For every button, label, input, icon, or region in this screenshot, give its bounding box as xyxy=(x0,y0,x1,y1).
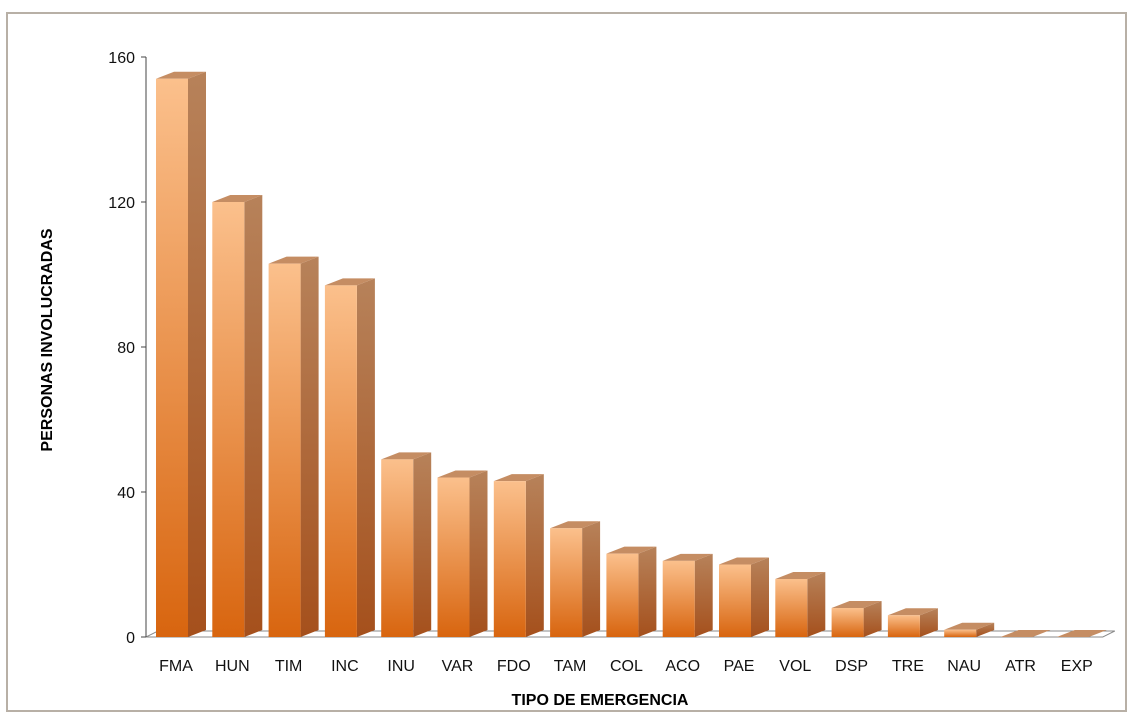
bar-fdo xyxy=(493,474,544,637)
bar-front xyxy=(381,459,414,637)
bar-inu xyxy=(381,452,432,637)
bar-front xyxy=(719,564,751,637)
bar-side xyxy=(976,622,995,637)
bar-tre xyxy=(887,608,938,637)
x-tick-label: FDO xyxy=(497,658,531,675)
bar-side xyxy=(919,608,938,637)
bar-side xyxy=(807,572,826,637)
bar-front xyxy=(944,629,977,637)
x-tick-label: FMA xyxy=(159,658,193,675)
bar-side xyxy=(694,553,713,637)
bar-side xyxy=(244,195,263,637)
x-tick-label: EXP xyxy=(1061,658,1093,675)
bar-front xyxy=(268,263,301,637)
x-tick-label: COL xyxy=(610,658,643,675)
bar-side xyxy=(469,470,488,637)
bar-col xyxy=(606,546,657,637)
y-tick-label: 160 xyxy=(108,50,135,67)
bar-top xyxy=(437,470,488,478)
bar-side xyxy=(188,71,206,637)
bar-top xyxy=(662,553,713,561)
y-tick-label: 120 xyxy=(108,195,135,212)
bar-var xyxy=(437,470,488,637)
y-tick-label: 0 xyxy=(126,630,135,647)
y-tick-label: 80 xyxy=(117,340,135,357)
x-tick-label: HUN xyxy=(215,658,250,675)
bar-front xyxy=(775,579,808,637)
bar-inc xyxy=(324,278,375,637)
bar-nau xyxy=(944,622,995,637)
y-axis-title: PERSONAS INVOLUCRADAS xyxy=(39,228,56,451)
bar-front xyxy=(324,285,357,637)
bar-top xyxy=(606,546,657,554)
x-tick-label: TIM xyxy=(275,658,303,675)
x-tick-label: INU xyxy=(387,658,415,675)
bar-top xyxy=(324,278,375,286)
bars-group xyxy=(156,71,1107,637)
bar-side xyxy=(356,278,375,637)
bar-top xyxy=(1056,630,1107,637)
bar-front xyxy=(887,615,920,637)
bar-top xyxy=(1000,630,1051,637)
bar-tam xyxy=(550,521,601,637)
x-tick-label: VOL xyxy=(779,658,811,675)
x-axis-title: TIPO DE EMERGENCIA xyxy=(512,692,689,709)
bar-front xyxy=(437,477,470,637)
bar-vol xyxy=(775,572,826,637)
bar-top xyxy=(156,71,206,79)
bar-top xyxy=(831,601,882,608)
bar-top xyxy=(493,474,544,482)
bar-side xyxy=(751,557,769,637)
bar-front xyxy=(606,553,639,637)
bar-front xyxy=(212,202,245,637)
x-tick-label: INC xyxy=(331,658,359,675)
bar-exp xyxy=(1056,630,1107,637)
bar-top xyxy=(550,521,601,529)
x-tick-label: NAU xyxy=(947,658,981,675)
bar-top xyxy=(775,572,826,579)
bar-top xyxy=(268,256,319,264)
bar-top xyxy=(212,195,263,202)
bar-top xyxy=(887,608,938,616)
bar-front xyxy=(156,78,188,637)
bar-side xyxy=(413,452,432,637)
bar-atr xyxy=(1000,630,1051,637)
bar-dsp xyxy=(831,601,882,637)
bar-front xyxy=(831,608,864,637)
bar-side xyxy=(582,521,601,637)
bar-front xyxy=(550,528,583,637)
x-tick-label: PAE xyxy=(724,658,755,675)
x-tick-label: VAR xyxy=(442,658,474,675)
y-axis: 0 40 80 120 160 xyxy=(108,50,147,647)
bar-side xyxy=(863,601,882,637)
bar-pae xyxy=(719,557,769,637)
bar-top xyxy=(381,452,432,460)
bar-aco xyxy=(662,553,713,637)
y-tick-label: 40 xyxy=(117,485,135,502)
x-tick-labels: FMA HUN TIM INC INU VAR FDO TAM COL ACO PAE VOL DSP T… xyxy=(159,658,1093,675)
bar-side xyxy=(638,546,657,637)
bar-tim xyxy=(268,256,319,637)
bar-hun xyxy=(212,195,263,637)
bar-side xyxy=(525,474,544,637)
bar-fma xyxy=(156,71,206,637)
x-tick-label: ATR xyxy=(1005,658,1036,675)
bar-side xyxy=(300,256,319,637)
x-tick-label: TAM xyxy=(554,658,587,675)
bar-top xyxy=(944,622,995,630)
x-tick-label: ACO xyxy=(665,658,700,675)
bar-front xyxy=(493,481,526,637)
x-tick-label: DSP xyxy=(835,658,868,675)
bar-front xyxy=(662,560,695,637)
bar-top xyxy=(719,557,769,565)
x-tick-label: TRE xyxy=(892,658,924,675)
